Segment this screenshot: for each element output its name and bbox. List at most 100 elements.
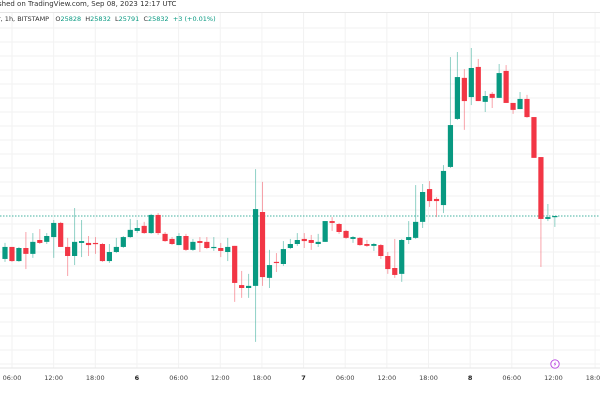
- candle-body: [357, 237, 363, 246]
- candle: [385, 252, 391, 274]
- candle: [65, 237, 71, 276]
- candle: [37, 229, 43, 244]
- symbol-label: r, 1h, BITSTAMP: [0, 15, 50, 23]
- candle-body: [426, 189, 433, 202]
- candle-body: [322, 221, 328, 242]
- x-tick-label: 8: [468, 374, 473, 382]
- candle: [218, 242, 224, 258]
- candle: [148, 213, 154, 234]
- candle-body: [190, 241, 196, 250]
- candle-body: [454, 77, 460, 119]
- candle: [30, 233, 36, 258]
- candle: [197, 237, 203, 252]
- high-label: H: [85, 15, 91, 23]
- candle: [252, 169, 259, 342]
- candle: [246, 273, 252, 298]
- candle-body: [273, 261, 280, 264]
- candle: [232, 245, 238, 302]
- candle: [183, 233, 189, 251]
- change-value: +3 (+0.01%): [172, 15, 216, 23]
- candle: [392, 238, 398, 278]
- x-tick-label: 18:00: [253, 374, 272, 382]
- candle: [85, 236, 92, 256]
- candle: [239, 270, 245, 298]
- candle: [127, 218, 133, 238]
- candle-body: [127, 229, 133, 238]
- candle-body: [162, 233, 168, 242]
- candle-body: [433, 198, 440, 202]
- candle: [155, 213, 161, 235]
- candle-body: [23, 248, 29, 254]
- candle-body: [218, 248, 224, 251]
- published-caption: shed on TradingView.com, Sep 08, 2023 12…: [0, 0, 177, 8]
- candle-body: [99, 244, 106, 262]
- candle: [406, 221, 412, 244]
- candle: [113, 237, 119, 254]
- x-tick-label: 12:00: [377, 374, 396, 382]
- candle: [378, 244, 384, 259]
- candle-body: [329, 221, 335, 223]
- candle: [99, 242, 106, 262]
- x-tick-label: 12:00: [544, 374, 563, 382]
- candle-body: [239, 285, 245, 288]
- candle: [420, 184, 426, 228]
- candle-body: [72, 241, 78, 256]
- candle: [266, 249, 273, 288]
- candle: [343, 229, 349, 239]
- candle: [524, 94, 530, 118]
- candle-body: [246, 285, 252, 288]
- candle-body: [85, 242, 92, 246]
- candle: [461, 69, 467, 130]
- candle-body: [92, 242, 99, 245]
- candle: [51, 220, 57, 258]
- candle-body: [106, 252, 112, 262]
- candle-body: [503, 70, 509, 103]
- candle: [399, 238, 405, 282]
- candle-body: [266, 265, 273, 278]
- x-tick-label: 12:00: [44, 374, 63, 382]
- candle-body: [176, 236, 182, 246]
- candle: [169, 237, 175, 246]
- candle-body: [294, 240, 300, 244]
- candle: [259, 181, 266, 286]
- lightning-icon[interactable]: [550, 359, 560, 369]
- close-value: 25832: [147, 15, 169, 23]
- candle-body: [225, 246, 231, 252]
- ohlc-legend: r, 1h, BITSTAMP O25828 H25832 L25791 C25…: [0, 15, 216, 23]
- time-axis: 06:00 12:00 18:00 6 06:00 12:00 18:00 7 06:00 12:…: [3, 374, 600, 382]
- candle-body: [183, 236, 189, 250]
- candle-body: [9, 246, 15, 262]
- candle: [162, 232, 168, 242]
- candle: [510, 102, 516, 114]
- open-value: 25828: [60, 15, 82, 23]
- candle: [211, 237, 217, 251]
- candle-body: [343, 230, 349, 238]
- x-tick-label: 12:00: [211, 374, 230, 382]
- candle-body: [406, 237, 412, 240]
- candle: [134, 220, 140, 234]
- candle: [287, 238, 293, 250]
- candle: [538, 157, 544, 267]
- candle-body: [169, 238, 175, 244]
- candle-body: [197, 241, 203, 243]
- candle: [503, 65, 509, 103]
- candle: [225, 237, 231, 262]
- candle: [2, 242, 8, 262]
- candle: [315, 233, 321, 247]
- candle: [23, 232, 29, 270]
- candle-body: [308, 240, 314, 243]
- candle: [280, 241, 286, 266]
- candle: [92, 237, 99, 254]
- candle-body: [475, 66, 481, 102]
- candle-body: [392, 268, 398, 275]
- candle: [44, 233, 50, 244]
- candle-body: [482, 96, 488, 102]
- candle-body: [120, 237, 126, 247]
- candle: [322, 221, 328, 242]
- candle-body: [141, 225, 147, 234]
- candle-body: [155, 214, 161, 234]
- candle: [447, 57, 454, 168]
- candle-body: [232, 245, 238, 283]
- candle-body: [413, 221, 419, 238]
